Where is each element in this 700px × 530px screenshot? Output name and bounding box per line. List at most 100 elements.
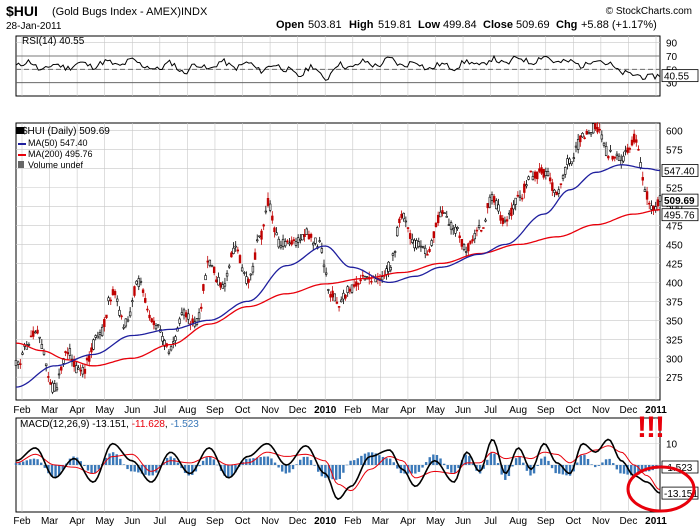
ohlc-open-value: 503.81 <box>308 19 342 31</box>
legend-swatch-ma200 <box>18 154 26 156</box>
ohlc-chg-value: +5.88 (+1.17%) <box>581 19 657 31</box>
macd-histogram-bar <box>396 465 399 469</box>
price-candle-body <box>342 292 345 300</box>
macd-histogram-bar <box>50 465 54 477</box>
macd-histogram-bar <box>201 460 205 465</box>
price-candle-body <box>53 383 56 392</box>
price-candle-body <box>645 191 649 200</box>
macd-histogram-bar <box>590 464 593 465</box>
price-candle-body <box>421 245 425 248</box>
price-candle-body <box>380 276 384 281</box>
price-candle-body <box>215 279 218 283</box>
price-legend: $HUI (Daily) 509.69 <box>22 126 110 137</box>
macd-histogram-bar <box>317 465 320 472</box>
macd-histogram-bar <box>435 455 439 465</box>
ohlc-high-label: High <box>349 19 374 31</box>
price-candle-body <box>639 162 642 168</box>
price-candle-body <box>21 352 24 355</box>
price-candle-body <box>204 275 207 281</box>
macd-histogram-bar <box>273 462 277 465</box>
price-candle-body <box>632 133 636 143</box>
macd-histogram-bar <box>21 461 25 465</box>
price-candle-body <box>355 281 358 287</box>
price-candle-body <box>568 158 571 164</box>
price-candle-body <box>333 293 336 302</box>
price-x-tick-label: Mar <box>41 405 59 416</box>
macd-histogram-bar <box>57 465 61 476</box>
price-candle-body <box>492 196 496 203</box>
price-candle-body <box>120 315 123 318</box>
price-candle-body <box>128 311 132 317</box>
macd-panel: 100-1.523-13.151 <box>14 417 699 513</box>
macd-x-tick-label: Mar <box>372 516 390 527</box>
price-candle-body <box>652 205 655 211</box>
macd-histogram-bar <box>25 460 28 465</box>
price-candle-body <box>510 207 513 217</box>
price-candle-body <box>275 232 278 236</box>
macd-x-tick-label: 2010 <box>314 516 337 527</box>
price-candle-body <box>428 248 431 252</box>
macd-last-value: -13.151 <box>664 489 698 500</box>
macd-histogram-bar <box>155 465 158 473</box>
price-candle-body <box>240 267 244 272</box>
price-candle-body <box>294 241 298 246</box>
price-ytick-label: 300 <box>666 354 683 365</box>
price-candle-body <box>111 289 115 296</box>
price-candle-body <box>268 203 272 211</box>
macd-histogram-bar <box>540 458 543 465</box>
legend-swatch-price <box>16 127 24 134</box>
price-candle-body <box>98 332 102 335</box>
price-candle-body <box>430 240 433 246</box>
macd-histogram-bar <box>212 459 216 465</box>
x-axis: Feb Mar Apr May Jun Jul Aug Sep Oct Nov Dec 2010 Feb… <box>13 405 667 527</box>
macd-histogram-bar <box>410 465 413 474</box>
macd-histogram-bar <box>478 465 482 474</box>
price-candle-body <box>264 210 268 213</box>
price-candle-body <box>352 284 356 287</box>
macd-histogram-bar <box>417 465 421 472</box>
macd-histogram-bar <box>421 465 424 468</box>
macd-histogram-bar <box>489 453 493 465</box>
price-candle-body <box>374 278 377 283</box>
price-candle-body <box>206 260 209 263</box>
price-candle-body <box>486 203 489 209</box>
price-candle-body <box>217 276 220 286</box>
price-candle-body <box>622 155 625 162</box>
macd-histogram-bar <box>335 465 338 480</box>
macd-histogram-bar <box>518 456 521 465</box>
price-candle-body <box>417 241 420 247</box>
price-candle-body <box>559 183 563 185</box>
price-candle-body <box>454 226 457 234</box>
macd-x-tick-label: Feb <box>13 516 31 527</box>
ohlc-close-value: 509.69 <box>516 19 550 31</box>
macd-histogram-bar <box>471 463 475 465</box>
price-candle-body <box>542 168 545 178</box>
price-candle-body <box>626 147 629 153</box>
price-candle-body <box>62 358 65 364</box>
macd-histogram-bar <box>133 465 136 472</box>
price-candle-body <box>322 264 326 268</box>
price-ytick-label: 450 <box>666 240 683 251</box>
price-x-tick-label: Dec <box>289 405 307 416</box>
macd-histogram-bar <box>306 456 309 465</box>
ohlc-chg-label: Chg <box>556 19 577 31</box>
price-candle-body <box>600 134 604 140</box>
macd-x-tick-label: Mar <box>41 516 59 527</box>
price-candle-body <box>508 212 511 215</box>
price-candle-body <box>152 320 156 326</box>
price-candle-body <box>398 218 401 224</box>
macd-histogram-bar <box>561 465 565 475</box>
macd-x-tick-label: May <box>426 516 445 527</box>
price-candle-body <box>103 319 106 328</box>
price-candle-body <box>329 294 332 298</box>
price-candle-body <box>551 182 554 191</box>
price-x-tick-label: Nov <box>261 405 279 416</box>
macd-x-tick-label: Apr <box>69 516 85 527</box>
price-candle-body <box>598 128 601 131</box>
price-candle-body <box>312 242 315 246</box>
price-candle-body <box>228 265 231 268</box>
price-candle-body <box>187 313 190 320</box>
price-candle-body <box>499 215 502 221</box>
macd-histogram-bar <box>457 465 460 469</box>
macd-x-tick-label: Nov <box>592 516 610 527</box>
